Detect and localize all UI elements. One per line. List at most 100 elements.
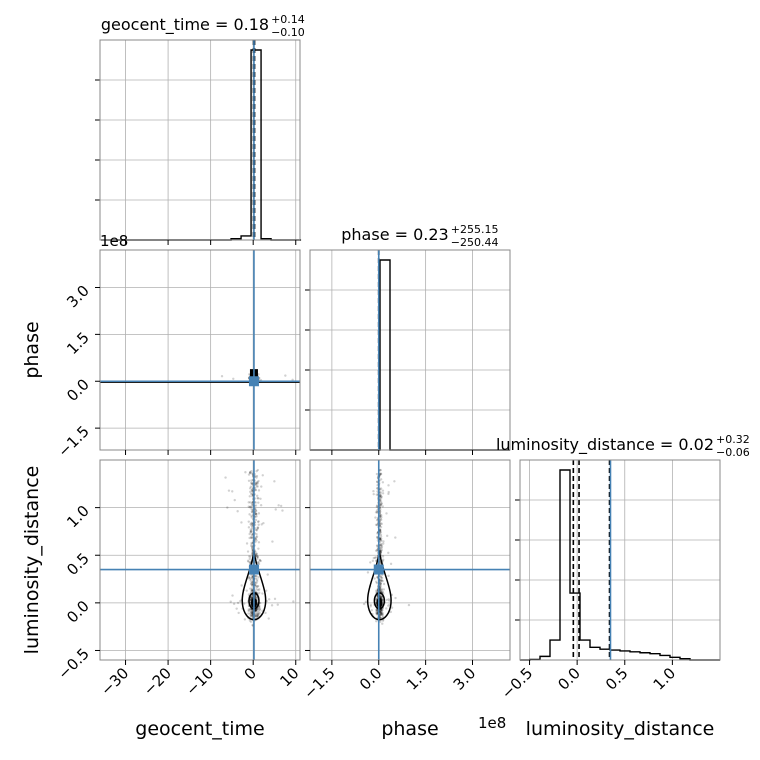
sample-point xyxy=(380,518,383,521)
sample-point xyxy=(379,493,382,497)
sample-point xyxy=(379,542,383,546)
sample-point xyxy=(248,513,251,516)
sample-point xyxy=(249,528,252,531)
sample-point xyxy=(251,503,254,507)
sample-point xyxy=(250,481,253,484)
sample-point xyxy=(249,501,252,504)
sample-point xyxy=(370,609,374,612)
sample-point xyxy=(375,609,379,612)
sample-point xyxy=(379,472,382,475)
sample-point xyxy=(248,487,252,490)
sample-point xyxy=(379,547,382,550)
sample-point xyxy=(379,497,383,500)
sample-point xyxy=(264,589,268,592)
sample-point xyxy=(256,578,259,581)
sample-point xyxy=(251,503,254,506)
sample-point xyxy=(250,514,253,518)
sample-point xyxy=(379,468,382,472)
sample-point xyxy=(381,608,384,612)
sample-point xyxy=(375,581,379,585)
sample-point xyxy=(254,577,258,580)
sample-point xyxy=(379,589,382,593)
sample-point xyxy=(250,488,254,491)
sample-point xyxy=(379,468,382,472)
sample-point xyxy=(233,498,236,502)
sample-point xyxy=(379,503,382,507)
sample-point xyxy=(250,521,253,525)
sample-point xyxy=(250,510,254,513)
sample-point xyxy=(381,590,385,594)
sample-point xyxy=(249,485,253,488)
sample-point xyxy=(255,609,258,612)
sample-point xyxy=(264,611,267,615)
sample-point xyxy=(381,614,384,617)
sample-point xyxy=(387,604,390,607)
sample-point xyxy=(375,509,379,512)
sample-point xyxy=(251,545,254,549)
sample-point xyxy=(380,613,384,616)
sample-point xyxy=(250,543,253,546)
sample-point xyxy=(379,510,382,513)
sample-point xyxy=(375,620,378,623)
sample-point xyxy=(254,574,257,578)
scatter-panel xyxy=(100,250,300,450)
sample-point xyxy=(375,493,378,496)
sample-point xyxy=(251,584,254,587)
sample-point xyxy=(249,583,253,586)
sample-point xyxy=(380,576,384,580)
sample-point xyxy=(393,480,396,483)
sample-point xyxy=(256,557,259,560)
sample-point xyxy=(256,497,259,500)
y-tick-label: −0.5 xyxy=(54,645,92,683)
sample-point xyxy=(375,548,379,552)
sample-point xyxy=(224,476,227,479)
sample-point xyxy=(407,603,411,607)
sample-point xyxy=(250,501,254,505)
sample-point xyxy=(254,537,257,541)
sample-point xyxy=(254,613,257,617)
sample-point xyxy=(379,538,383,542)
sample-point xyxy=(261,474,264,477)
histogram-geocent_time xyxy=(101,49,302,241)
sample-point xyxy=(375,580,378,583)
sample-point xyxy=(250,525,254,528)
sample-point xyxy=(254,488,257,492)
sample-point xyxy=(250,469,253,473)
y-tick-label: 3.0 xyxy=(63,282,93,312)
sample-point xyxy=(255,574,258,578)
sample-point xyxy=(257,520,260,523)
sample-point xyxy=(257,512,261,515)
sample-point xyxy=(375,611,378,614)
sample-point xyxy=(256,482,259,485)
sample-point xyxy=(255,469,258,473)
sample-point xyxy=(394,596,397,600)
sample-point xyxy=(249,505,252,508)
sample-point xyxy=(250,588,254,592)
sample-point xyxy=(381,555,385,558)
sample-point xyxy=(369,605,372,608)
sample-point xyxy=(250,587,254,590)
sample-point xyxy=(255,512,258,516)
sample-point xyxy=(250,479,253,482)
sample-point xyxy=(273,597,277,601)
sample-point xyxy=(257,547,260,550)
sample-point xyxy=(260,485,263,488)
truth-marker xyxy=(248,376,259,387)
sample-point xyxy=(379,578,382,581)
sample-point xyxy=(372,556,375,560)
sample-point xyxy=(249,587,252,590)
sample-point xyxy=(382,582,386,586)
sample-point xyxy=(375,608,378,612)
sample-point xyxy=(379,611,383,614)
sample-point xyxy=(273,480,276,483)
sample-point xyxy=(255,532,258,536)
sample-point xyxy=(254,512,258,516)
sample-point xyxy=(375,505,379,508)
sample-point xyxy=(376,480,379,484)
sample-point xyxy=(248,555,251,558)
sample-point xyxy=(369,561,372,564)
sample-point xyxy=(387,490,390,494)
sample-point xyxy=(248,532,251,536)
sample-point xyxy=(250,530,253,533)
sample-point xyxy=(387,551,390,555)
